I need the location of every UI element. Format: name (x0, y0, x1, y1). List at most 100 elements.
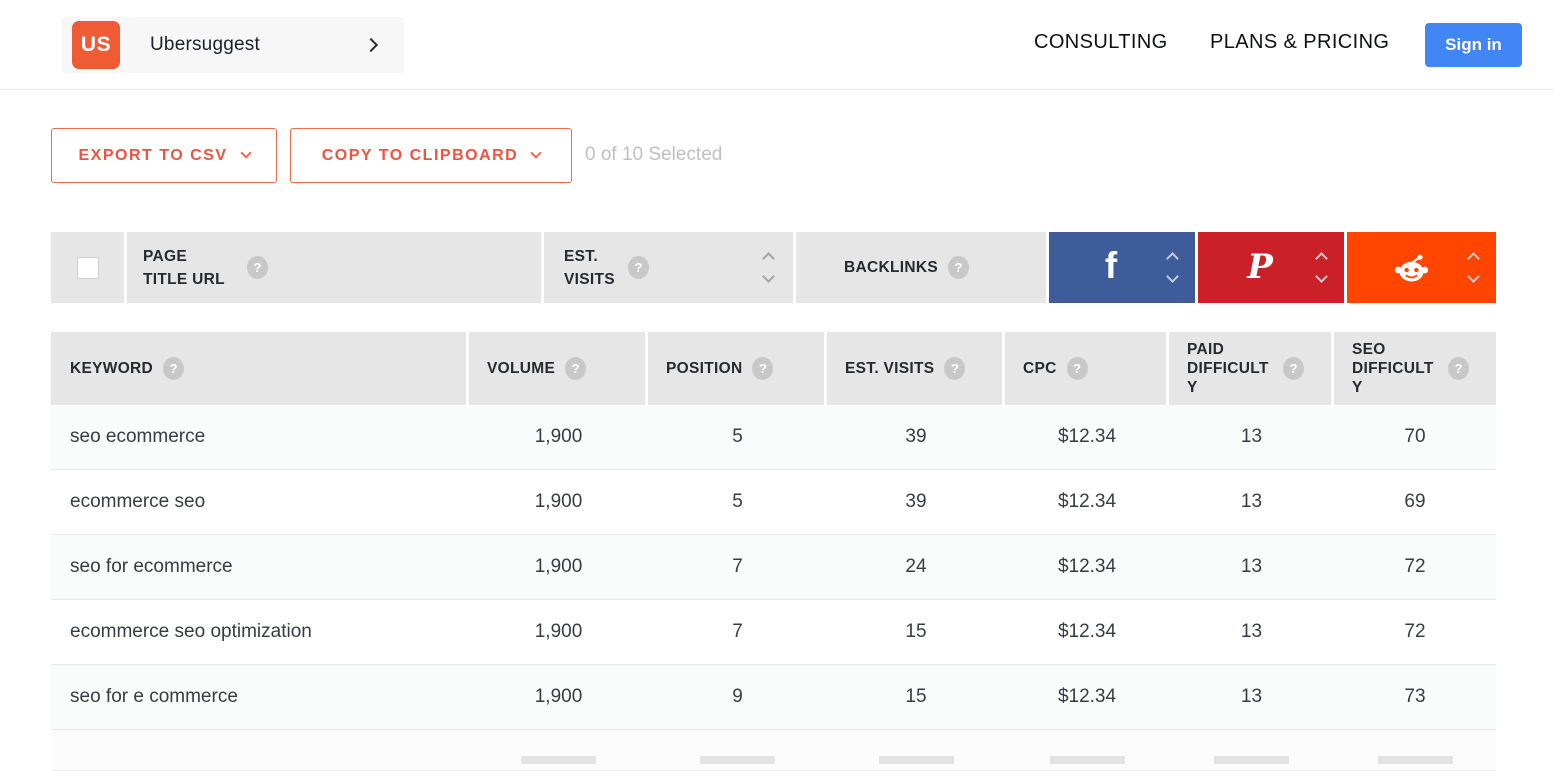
est-visits-cell: 39 (905, 491, 927, 512)
help-icon[interactable] (163, 357, 185, 380)
position-cell: 5 (732, 491, 743, 512)
help-icon[interactable] (247, 256, 268, 279)
est-visits-cell: 24 (905, 556, 927, 577)
paid-difficulty-cell: 13 (1240, 621, 1263, 642)
loading-row (51, 730, 1496, 771)
table-row[interactable]: ecommerce seo 1,900 5 39 $12.34 13 69 (51, 470, 1496, 535)
cpc-cell: $12.34 (1057, 491, 1117, 512)
column-header-keyword: KEYWORD (51, 332, 466, 405)
seo-difficulty-cell: 72 (1404, 556, 1426, 577)
volume-cell: 1,900 (534, 491, 583, 512)
selection-status: 0 of 10 Selected (585, 144, 723, 165)
column-header-page-title-url: PAGE TITLE URL (127, 232, 541, 303)
sort-control[interactable] (1315, 252, 1328, 283)
seo-difficulty-cell: 70 (1404, 426, 1426, 447)
help-icon[interactable] (752, 357, 774, 380)
column-header-backlinks: BACKLINKS (796, 232, 1046, 303)
column-header-reddit[interactable] (1347, 232, 1496, 303)
sort-down-icon (762, 270, 775, 283)
us-logo-badge: US (72, 21, 120, 69)
skeleton-bar (1377, 756, 1453, 764)
paid-difficulty-cell: 13 (1240, 491, 1263, 512)
skeleton-bar (1049, 756, 1125, 764)
app-logo[interactable]: US Ubersuggest (62, 17, 404, 73)
paid-difficulty-cell: 13 (1240, 686, 1263, 707)
sort-control[interactable] (1166, 252, 1179, 283)
keyword-table-header: KEYWORD VOLUME POSITION EST. VISITS CPC … (51, 332, 1496, 405)
position-cell: 7 (732, 556, 743, 577)
column-header-facebook[interactable] (1049, 232, 1195, 303)
seo-difficulty-cell: 72 (1404, 621, 1426, 642)
sort-control[interactable] (762, 252, 775, 283)
table-row[interactable]: seo ecommerce 1,900 5 39 $12.34 13 70 (51, 405, 1496, 470)
help-icon[interactable] (1066, 357, 1088, 380)
pinterest-icon (1247, 247, 1273, 287)
help-icon[interactable] (628, 256, 649, 279)
keyword-cell[interactable]: ecommerce seo (70, 491, 206, 512)
est-visits-label: EST. VISITS (564, 247, 615, 288)
cpc-cell: $12.34 (1057, 686, 1117, 707)
keyword-cell[interactable]: seo for e commerce (70, 686, 238, 707)
top-nav: US Ubersuggest CONSULTING PLANS & PRICIN… (0, 0, 1554, 90)
sort-up-icon (762, 252, 775, 265)
keyword-cell[interactable]: ecommerce seo optimization (70, 621, 312, 642)
help-icon[interactable] (947, 256, 969, 279)
column-header-seo-difficulty: SEO DIFFICULTY (1334, 332, 1496, 405)
seo-difficulty-cell: 73 (1404, 686, 1426, 707)
pages-table-header: PAGE TITLE URL EST. VISITS BACKLINKS (51, 232, 1496, 303)
table-row[interactable]: ecommerce seo optimization 1,900 7 15 $1… (51, 600, 1496, 665)
est-visits-cell: 15 (905, 621, 927, 642)
keyword-cell[interactable]: seo for ecommerce (70, 556, 233, 577)
column-header-pinterest[interactable] (1198, 232, 1344, 303)
skeleton-bar (521, 756, 596, 764)
nav-plans-pricing[interactable]: PLANS & PRICING (1210, 31, 1390, 53)
nav-consulting[interactable]: CONSULTING (1034, 31, 1168, 53)
help-icon[interactable] (944, 357, 966, 380)
keyword-table: seo ecommerce 1,900 5 39 $12.34 13 70 ec… (51, 405, 1496, 771)
est-visits-cell: 15 (905, 686, 927, 707)
help-icon[interactable] (1448, 357, 1469, 380)
position-cell: 9 (732, 686, 743, 707)
chevron-down-icon (530, 147, 542, 159)
copy-to-clipboard-label: COPY TO CLIPBOARD (321, 146, 519, 164)
paid-difficulty-cell: 13 (1240, 426, 1263, 447)
column-header-est-visits: EST. VISITS (827, 332, 1002, 405)
sort-down-icon (1315, 270, 1328, 283)
column-header-position: POSITION (648, 332, 824, 405)
table-row[interactable]: seo for ecommerce 1,900 7 24 $12.34 13 7… (51, 535, 1496, 600)
skeleton-bar (700, 756, 775, 764)
seo-difficulty-cell: 69 (1404, 491, 1426, 512)
sort-down-icon (1467, 270, 1480, 283)
copy-to-clipboard-button[interactable]: COPY TO CLIPBOARD (290, 128, 572, 183)
volume-cell: 1,900 (534, 556, 583, 577)
position-cell: 5 (732, 426, 743, 447)
position-cell: 7 (732, 621, 743, 642)
sort-down-icon (1166, 270, 1179, 283)
skeleton-bar (878, 756, 954, 764)
facebook-icon (1105, 245, 1117, 287)
paid-difficulty-cell: 13 (1240, 556, 1263, 577)
reddit-icon (1394, 254, 1429, 282)
export-to-csv-label: EXPORT TO CSV (78, 146, 228, 164)
volume-cell: 1,900 (534, 426, 583, 447)
skeleton-bar (1214, 756, 1289, 764)
sort-control[interactable] (1467, 252, 1480, 283)
volume-cell: 1,900 (534, 686, 583, 707)
table-row[interactable]: seo for e commerce 1,900 9 15 $12.34 13 … (51, 665, 1496, 730)
column-header-cpc: CPC (1005, 332, 1166, 405)
cpc-cell: $12.34 (1057, 426, 1117, 447)
sort-up-icon (1166, 252, 1179, 265)
sign-in-button[interactable]: Sign in (1425, 23, 1522, 67)
keyword-cell[interactable]: seo ecommerce (70, 426, 206, 447)
select-all-checkbox[interactable] (76, 256, 99, 279)
help-icon[interactable] (565, 357, 587, 380)
column-header-est-visits[interactable]: EST. VISITS (544, 232, 793, 303)
export-to-csv-button[interactable]: EXPORT TO CSV (51, 128, 277, 183)
select-all-cell (51, 232, 124, 303)
cpc-cell: $12.34 (1057, 621, 1117, 642)
sort-up-icon (1467, 252, 1480, 265)
help-icon[interactable] (1283, 357, 1304, 380)
backlinks-label: BACKLINKS (844, 259, 938, 276)
column-header-volume: VOLUME (469, 332, 645, 405)
